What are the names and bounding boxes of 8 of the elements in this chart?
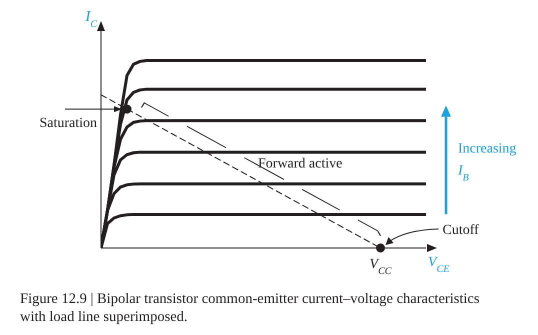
y-axis-title: I$_{C}$ xyxy=(84,9,98,30)
x-axis-title: V$_{CE}$ xyxy=(428,255,450,274)
text: V$_{CC}$ xyxy=(370,257,392,276)
annotation: Forward active xyxy=(258,156,342,172)
text: Cutoff xyxy=(442,223,480,238)
caption: Figure 12.9 | Bipolar transistor common-emitter current–voltage characteristics with load line superimposed. xyxy=(20,290,480,326)
text: Saturation xyxy=(39,116,97,132)
text: Increasing I$_{B}$ xyxy=(457,141,516,183)
